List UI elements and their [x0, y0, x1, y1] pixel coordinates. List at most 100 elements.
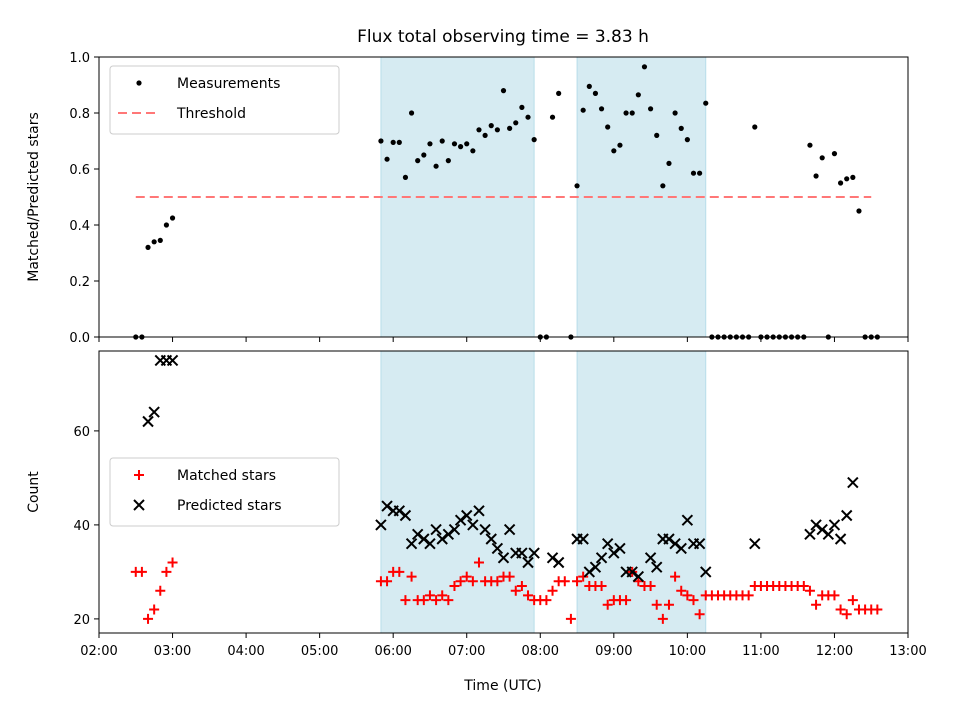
data-point — [500, 88, 507, 94]
data-point — [491, 542, 504, 555]
data-point — [822, 528, 835, 541]
data-point — [565, 613, 576, 624]
data-point — [841, 509, 853, 522]
data-point — [678, 125, 684, 131]
legend-label: Threshold — [176, 106, 246, 122]
data-point — [415, 158, 421, 164]
data-point — [623, 110, 629, 116]
x-tick-label: 09:00 — [595, 644, 632, 659]
data-point — [697, 170, 703, 176]
data-point — [522, 556, 534, 569]
data-point — [807, 142, 813, 148]
plot-frame — [98, 56, 909, 338]
data-point — [666, 160, 672, 166]
data-point — [418, 595, 429, 606]
data-point — [589, 561, 602, 573]
data-point — [507, 125, 513, 131]
plot-frame — [98, 350, 909, 634]
y-tick-label: 40 — [73, 519, 90, 534]
data-point — [427, 141, 433, 147]
data-point — [408, 110, 415, 116]
data-point — [810, 519, 822, 531]
data-point — [393, 505, 406, 517]
data-point — [461, 571, 472, 582]
data-point — [813, 173, 819, 179]
data-point — [644, 552, 657, 564]
data-point — [829, 590, 840, 601]
data-point — [837, 180, 844, 186]
data-point — [476, 127, 482, 133]
data-point — [400, 595, 411, 606]
data-point — [473, 557, 484, 568]
data-point — [163, 222, 170, 228]
y-tick-label: 1.0 — [69, 51, 90, 66]
bottom-panel: 20 40 60 02:00 03:00 04:00 05:00 06:00 07:00 08:0… — [26, 350, 927, 659]
data-point — [442, 528, 455, 541]
data-point — [663, 533, 675, 545]
y-tick-label: 0.4 — [69, 219, 90, 234]
data-point — [149, 604, 160, 615]
data-point — [798, 581, 809, 591]
x-tick-label: 12:00 — [816, 644, 853, 659]
data-point — [431, 595, 442, 606]
data-point — [847, 476, 859, 489]
data-point — [621, 595, 632, 606]
data-point — [596, 581, 607, 591]
data-point — [523, 590, 534, 601]
data-point — [681, 514, 694, 526]
data-point — [611, 148, 617, 154]
data-point — [375, 519, 387, 531]
legend: Matched stars Predicted stars — [109, 457, 340, 527]
data-point — [831, 151, 838, 157]
data-point — [161, 566, 172, 577]
data-point — [541, 595, 552, 606]
data-point — [145, 244, 151, 250]
data-point — [497, 552, 510, 564]
data-point — [614, 542, 626, 555]
data-point — [663, 599, 674, 610]
data-point — [430, 523, 442, 536]
data-point — [629, 110, 635, 116]
data-point — [559, 576, 570, 587]
y-tick-label: 0.6 — [69, 163, 90, 178]
data-point — [804, 585, 815, 596]
x-tick-label: 11:00 — [742, 644, 779, 659]
data-point — [651, 599, 662, 610]
data-point — [516, 581, 527, 591]
data-point — [378, 138, 384, 144]
x-tick-label: 02:00 — [80, 644, 117, 659]
data-point — [406, 571, 417, 582]
data-point — [654, 132, 660, 138]
data-point — [167, 557, 178, 568]
top-panel: 0.0 0.2 0.4 0.6 0.8 1.0 Matched/Predicted star… — [26, 51, 909, 346]
data-point — [586, 83, 592, 89]
data-point — [580, 107, 586, 113]
legend-marker — [136, 80, 142, 86]
data-point — [598, 106, 605, 112]
data-point — [572, 576, 583, 587]
data-point — [455, 576, 466, 587]
data-point — [449, 581, 460, 591]
x-axis-label: Time (UTC) — [463, 678, 541, 694]
data-point — [513, 120, 519, 126]
data-point — [657, 613, 668, 624]
data-point — [577, 533, 589, 545]
data-point — [510, 585, 521, 596]
data-point — [485, 533, 497, 545]
data-point — [645, 581, 656, 591]
y-tick-label: 60 — [73, 425, 90, 440]
data-point — [504, 571, 515, 582]
data-point — [155, 585, 166, 596]
data-point — [151, 239, 157, 245]
data-point — [804, 528, 816, 541]
data-point — [556, 90, 562, 96]
series-matched-stars — [130, 557, 883, 624]
x-tick-label: 05:00 — [301, 644, 338, 659]
data-point — [479, 523, 491, 536]
data-point — [169, 215, 176, 221]
data-point — [402, 174, 409, 180]
data-point — [602, 599, 613, 610]
data-point — [605, 124, 611, 130]
data-point — [166, 354, 179, 367]
